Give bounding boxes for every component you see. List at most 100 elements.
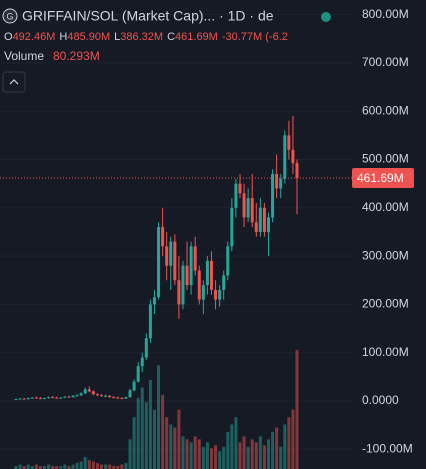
volume-bar xyxy=(144,402,148,469)
candle-body xyxy=(165,246,169,266)
candle-body xyxy=(91,391,95,395)
candle-body xyxy=(161,227,165,247)
ohlc-value: 492.46M xyxy=(13,31,56,43)
candle-body xyxy=(83,389,87,394)
candle-body xyxy=(152,297,156,305)
volume-value: 80.293M xyxy=(53,49,100,63)
candle-body xyxy=(209,260,213,290)
volume-bar xyxy=(218,451,222,469)
volume-bar xyxy=(283,424,287,469)
ohlc-value: 386.32M xyxy=(120,31,163,43)
ohlc-value: 485.90M xyxy=(67,31,110,43)
volume-bar xyxy=(279,446,283,469)
candle-body xyxy=(100,395,104,397)
candle-body xyxy=(120,398,124,400)
volume-bar xyxy=(91,461,95,469)
candle-body xyxy=(185,265,189,286)
candle-body xyxy=(283,135,287,179)
candle-body xyxy=(104,395,108,397)
candle-body xyxy=(55,397,59,399)
volume-bar xyxy=(173,427,177,469)
candle-body xyxy=(67,396,71,398)
volume-bar xyxy=(189,442,193,469)
volume-bar xyxy=(75,463,79,469)
collapse-icon xyxy=(9,79,19,85)
candle-body xyxy=(38,398,42,400)
candle-body xyxy=(108,395,112,398)
candle-body xyxy=(75,395,79,397)
volume-bar xyxy=(108,464,112,469)
volume-bar xyxy=(124,463,128,469)
symbol-title[interactable]: GRIFFAIN/SOL (Market Cap)... · 1D · de xyxy=(22,8,274,24)
ohlc-key: C xyxy=(167,31,175,43)
volume-bar xyxy=(140,387,144,469)
candle-body xyxy=(128,390,132,398)
candle-body xyxy=(79,393,83,396)
candle-layer xyxy=(14,116,299,401)
candle-body xyxy=(116,397,120,399)
candle-body xyxy=(71,395,75,398)
collapse-button[interactable] xyxy=(2,71,26,93)
volume-layer xyxy=(14,350,299,469)
volume-bar xyxy=(295,350,299,469)
volume-bar xyxy=(238,442,242,469)
last-price-label: 461.69M xyxy=(357,171,404,185)
volume-bar xyxy=(132,417,136,469)
y-tick-label: 800.00M xyxy=(362,7,409,21)
candle-body xyxy=(222,275,226,290)
candle-body xyxy=(59,397,63,399)
candle-body xyxy=(234,183,238,208)
volume-bar xyxy=(165,417,169,469)
candle-body xyxy=(295,163,299,178)
symbol-icon[interactable] xyxy=(2,8,18,24)
ohlc-legend: O492.46M H485.90M L386.32M C461.69M -30.77M … xyxy=(4,31,288,43)
candle-body xyxy=(218,289,222,300)
ohlc-key: O xyxy=(4,31,13,43)
candle-body xyxy=(34,397,38,399)
volume-bar xyxy=(22,466,26,469)
candle-body xyxy=(144,338,148,358)
volume-bar xyxy=(181,436,185,469)
y-tick-label: 0.0000 xyxy=(362,393,399,407)
volume-bar xyxy=(18,464,22,469)
candle-body xyxy=(87,389,91,392)
candle-body xyxy=(201,285,205,300)
candle-body xyxy=(148,304,152,339)
y-tick-label: 700.00M xyxy=(362,55,409,69)
candle-body xyxy=(287,135,291,150)
candle-body xyxy=(157,227,161,298)
volume-bar xyxy=(193,436,197,469)
candle-body xyxy=(258,207,262,232)
y-tick-label: 500.00M xyxy=(362,152,409,166)
last-price-box xyxy=(352,167,414,188)
candle-body xyxy=(43,398,47,400)
volume-bar xyxy=(169,424,173,469)
volume-bar xyxy=(47,464,51,469)
volume-bar xyxy=(262,445,266,469)
candle-body xyxy=(51,397,55,399)
candle-body xyxy=(226,246,230,276)
volume-bar xyxy=(67,466,71,469)
candle-body xyxy=(132,381,136,391)
volume-bar xyxy=(128,439,132,469)
volume-bar xyxy=(14,466,18,469)
volume-bar xyxy=(197,439,201,469)
volume-label: Volume xyxy=(4,49,44,63)
candle-body xyxy=(214,289,218,300)
candle-body xyxy=(205,260,209,286)
candle-body xyxy=(230,207,234,247)
y-tick-label: 100.00M xyxy=(362,345,409,359)
candle-body xyxy=(14,399,18,401)
y-tick-label: 400.00M xyxy=(362,200,409,214)
icon-letter: G xyxy=(6,11,13,21)
volume-bar xyxy=(242,436,246,469)
candle-body xyxy=(26,398,30,400)
price-axis: 800.00M 700.00M 600.00M 500.00M 400.00M 300.0… xyxy=(352,0,426,469)
candle-body xyxy=(124,397,128,399)
candle-body xyxy=(177,280,181,305)
candle-body xyxy=(181,265,185,305)
candle-body xyxy=(242,193,246,218)
volume-bar xyxy=(63,464,67,469)
candle-body xyxy=(246,198,250,218)
